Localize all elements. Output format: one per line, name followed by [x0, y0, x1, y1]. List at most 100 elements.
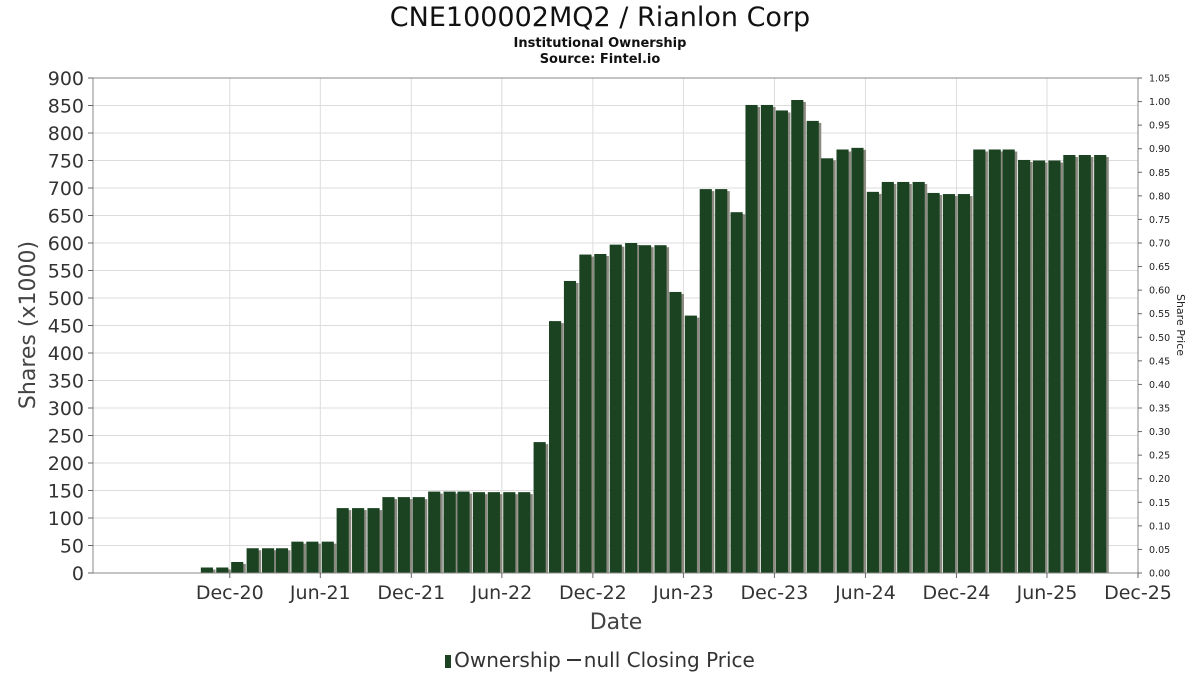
- legend-ownership-swatch: [445, 655, 452, 668]
- bar-ownership: [457, 491, 470, 573]
- x-tick-label: Dec-20: [196, 582, 264, 604]
- bar-ownership: [200, 567, 213, 573]
- bar-ownership: [988, 149, 1001, 573]
- y2-tick-label: 0.65: [1149, 262, 1170, 273]
- bar-ownership: [428, 491, 441, 573]
- y-tick-label: 550: [48, 261, 84, 283]
- y-axis-label: Shares (x1000): [16, 241, 41, 409]
- x-tick-label: Jun-23: [652, 582, 714, 604]
- bar-ownership: [745, 104, 758, 573]
- bar-ownership: [518, 492, 531, 573]
- bar-ownership: [262, 548, 275, 573]
- bar-ownership: [715, 189, 728, 573]
- chart-subtitle: Institutional Ownership: [513, 36, 687, 51]
- bar-ownership: [639, 245, 652, 573]
- bar-ownership: [1018, 159, 1031, 573]
- bar-ownership: [321, 541, 334, 573]
- bar-ownership: [957, 194, 970, 574]
- bar-ownership: [775, 110, 788, 573]
- bar-ownership: [730, 212, 743, 573]
- y-axis-right: 0.00 0.05 0.10 0.15 0.20 0.25 0.30 0.35 0.40 0.45…: [1138, 74, 1170, 580]
- x-tick-label: Jun-25: [1016, 582, 1078, 604]
- bar-ownership: [472, 492, 486, 573]
- y2-tick-label: 0.80: [1149, 191, 1170, 202]
- y2-tick-label: 0.50: [1149, 333, 1170, 344]
- y-tick-label: 650: [48, 206, 84, 228]
- y-tick-label: 800: [48, 123, 84, 145]
- x-axis: Dec-20 Jun-21 Dec-21 Jun-22 Dec-22 Jun-23 Dec-…: [196, 573, 1172, 604]
- bar-ownership: [881, 181, 894, 573]
- legend-price-label: null Closing Price: [583, 648, 755, 672]
- bar-ownership: [579, 254, 592, 574]
- bar-ownership: [216, 567, 229, 573]
- bar-ownership: [1032, 160, 1046, 573]
- x-tick-label: Dec-23: [741, 582, 809, 604]
- bar-ownership: [352, 508, 365, 573]
- bar-ownership: [625, 243, 638, 573]
- x-tick-label: Jun-21: [289, 582, 351, 604]
- y-tick-label: 600: [48, 233, 84, 255]
- y-tick-label: 400: [48, 343, 84, 365]
- y-tick-label: 250: [48, 426, 84, 448]
- bar-ownership: [594, 254, 607, 573]
- x-tick-label: Dec-24: [923, 582, 991, 604]
- y2-tick-label: 0.95: [1149, 121, 1170, 132]
- bar-ownership: [942, 194, 956, 574]
- bar-ownership: [912, 181, 925, 573]
- y2-tick-label: 0.70: [1149, 239, 1170, 250]
- bar-ownership: [699, 189, 712, 573]
- y-tick-label: 300: [48, 398, 84, 420]
- y2-tick-label: 0.75: [1149, 215, 1170, 226]
- y2-tick-label: 0.00: [1149, 569, 1170, 580]
- bar-ownership: [654, 245, 667, 573]
- bar-ownership: [397, 497, 410, 573]
- y-tick-label: 200: [48, 453, 84, 475]
- y-tick-label: 50: [60, 536, 84, 558]
- y2-tick-label: 0.30: [1149, 427, 1170, 438]
- x-tick-label: Dec-22: [559, 582, 627, 604]
- y-tick-label: 750: [48, 151, 84, 173]
- y2-tick-label: 0.45: [1149, 356, 1170, 367]
- y-tick-label: 100: [48, 508, 84, 530]
- bar-ownership: [1094, 155, 1107, 573]
- y2-tick-label: 0.25: [1149, 451, 1170, 462]
- bar-ownership: [533, 442, 546, 573]
- bar-ownership: [927, 192, 940, 573]
- bar-series-ownership: [200, 100, 1109, 574]
- y2-tick-label: 0.90: [1149, 144, 1170, 155]
- bar-ownership: [1063, 155, 1076, 573]
- bar-ownership: [821, 158, 834, 574]
- bar-ownership: [231, 562, 244, 573]
- chart-title: CNE100002MQ2 / Rianlon Corp: [389, 2, 811, 33]
- bar-ownership: [275, 548, 289, 573]
- bar-ownership: [443, 491, 456, 573]
- bar-ownership: [897, 181, 910, 573]
- y2-tick-label: 0.60: [1149, 286, 1170, 297]
- y2-tick-label: 0.20: [1149, 474, 1170, 485]
- x-tick-label: Jun-22: [470, 582, 532, 604]
- bar-ownership: [336, 508, 349, 573]
- y-tick-label: 850: [48, 96, 84, 118]
- y2-tick-label: 0.55: [1149, 309, 1170, 320]
- bar-ownership: [1078, 155, 1091, 573]
- bar-ownership: [548, 321, 562, 573]
- y2-tick-label: 0.85: [1149, 168, 1170, 179]
- bar-ownership: [760, 104, 774, 573]
- bar-ownership: [669, 291, 682, 573]
- bar-ownership: [563, 280, 577, 573]
- bar-ownership: [382, 497, 395, 573]
- y-axis-left: 0 50 100 150 200 250 300 350 400 450 500 550 600 650 7…: [48, 68, 93, 585]
- bar-ownership: [973, 149, 986, 573]
- bar-ownership: [1002, 149, 1015, 573]
- bar-ownership: [412, 497, 425, 573]
- y-tick-label: 500: [48, 288, 84, 310]
- bar-ownership: [609, 244, 622, 573]
- bar-ownership: [684, 315, 697, 573]
- y2-tick-label: 1.00: [1149, 97, 1170, 108]
- bar-ownership: [851, 147, 864, 573]
- bar-ownership: [1048, 160, 1061, 573]
- y2-tick-label: 0.15: [1149, 498, 1170, 509]
- legend-price-swatch: [566, 659, 581, 661]
- chart-legend: Ownership null Closing Price: [0, 648, 1200, 672]
- bar-ownership: [791, 100, 804, 573]
